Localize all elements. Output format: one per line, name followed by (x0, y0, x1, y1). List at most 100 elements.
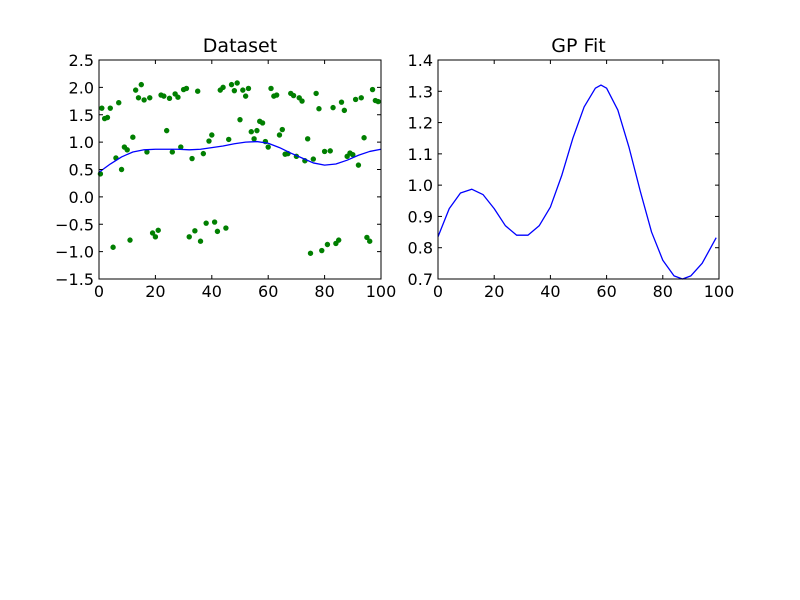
x-tick-label: 80 (314, 282, 334, 301)
scatter-point (321, 148, 328, 155)
x-tick-label: 60 (258, 282, 278, 301)
scatter-point (352, 96, 359, 103)
scatter-point (226, 136, 232, 143)
y-tick-label: 1.0 (408, 176, 433, 195)
y-tick-label: 2.5 (69, 51, 94, 70)
dataset-axes: Dataset 0 20 40 60 80 100 −1.5 −1.0 −0.5 0.0 0.5 1.0… (55, 35, 396, 301)
x-tick-label: 20 (145, 282, 165, 301)
axes-frame (437, 59, 720, 280)
y-tick-label: −1.5 (55, 270, 94, 289)
scatter-point (155, 227, 161, 233)
y-tick-label: 1.1 (408, 145, 433, 164)
scatter-point (127, 237, 133, 243)
chart-title: Dataset (203, 35, 277, 57)
x-tick-label: 40 (540, 282, 560, 301)
scatter-point (231, 87, 238, 94)
scatter-point (149, 230, 156, 236)
scatter-point (183, 85, 190, 92)
scatter-point (259, 120, 266, 126)
scatter-point (248, 129, 254, 135)
scatter-point (369, 86, 376, 93)
gp-fit-axes: GP Fit 0 20 40 60 80 100 0.7 0.8 0.9 1.0 1.1 1.2 1.3 1… (408, 35, 735, 301)
scatter-point (279, 126, 285, 133)
scatter-point (330, 104, 336, 111)
scatter-point (132, 87, 139, 93)
scatter-point (310, 156, 317, 162)
y-tick-label: 1.5 (69, 106, 94, 125)
scatter-point (316, 106, 322, 112)
scatter-point (189, 155, 195, 162)
scatter-point (147, 95, 153, 101)
scatter-point (307, 250, 314, 256)
scatter-point (130, 134, 136, 140)
scatter-point (211, 219, 218, 225)
scatter-point (152, 234, 159, 240)
x-tick-label: 0 (94, 282, 104, 301)
scatter-point (104, 114, 111, 121)
scatter-point (228, 81, 235, 88)
scatter-point (273, 92, 280, 98)
y-tick-label: −0.5 (55, 215, 94, 234)
scatter-point (138, 81, 145, 88)
x-tick-label: 80 (653, 282, 673, 301)
scatter-point (327, 148, 333, 154)
y-tick-label: −1.0 (55, 243, 94, 262)
scatter-point (237, 116, 243, 123)
scatter-point (206, 138, 212, 144)
scatter-point (276, 132, 283, 138)
scatter-point (361, 135, 367, 141)
scatter-point (319, 247, 325, 254)
scatter-point (124, 147, 130, 153)
y-tick-label: 1.3 (408, 82, 433, 101)
scatter-point (209, 132, 215, 138)
scatter-point (234, 80, 240, 86)
y-tick-label: 1.4 (408, 51, 433, 70)
scatter-point (240, 87, 246, 93)
scatter-point (254, 127, 260, 134)
scatter-point (118, 166, 125, 173)
scatter-point (161, 93, 167, 99)
scatter-point (324, 241, 331, 248)
y-tick-label: 0.5 (69, 161, 94, 180)
scatter-point (364, 234, 370, 241)
x-tick-label: 100 (704, 282, 735, 301)
chart-title: GP Fit (551, 35, 606, 57)
x-tick-label: 100 (366, 282, 397, 301)
fit-line (98, 140, 382, 173)
scatter-point (175, 94, 181, 100)
scatter-point (220, 84, 226, 91)
scatter-point (290, 92, 297, 99)
scatter-point (265, 144, 271, 150)
y-tick-label: 1.2 (408, 114, 433, 133)
y-tick-label: 0.9 (408, 207, 433, 226)
y-tick-label: 1.0 (69, 133, 94, 152)
scatter-point (245, 85, 252, 92)
scatter-point (304, 136, 311, 142)
scatter-point (223, 225, 229, 231)
scatter-point (203, 220, 209, 226)
x-tick-label: 0 (433, 282, 443, 301)
y-tick-label: 0.0 (69, 188, 94, 207)
scatter-point (166, 95, 173, 102)
scatter-point (299, 98, 305, 104)
scatter-point (163, 127, 170, 134)
scatter-point (375, 98, 381, 105)
x-tick-label: 40 (202, 282, 222, 301)
scatter-point (214, 228, 221, 235)
scatter-point (367, 238, 373, 244)
scatter-point (355, 162, 362, 168)
scatter-point (192, 228, 198, 234)
scatter-point (99, 105, 105, 111)
scatter-point (200, 150, 207, 157)
scatter-point (358, 95, 364, 101)
scatter-point (169, 149, 176, 155)
scatter-point (336, 237, 342, 243)
y-tick-label: 0.7 (408, 270, 433, 289)
scatter-point (251, 136, 257, 142)
scatter-point (107, 105, 113, 111)
y-tick-label: 0.8 (408, 239, 433, 258)
scatter-point (338, 99, 345, 105)
scatter-point (341, 107, 348, 114)
